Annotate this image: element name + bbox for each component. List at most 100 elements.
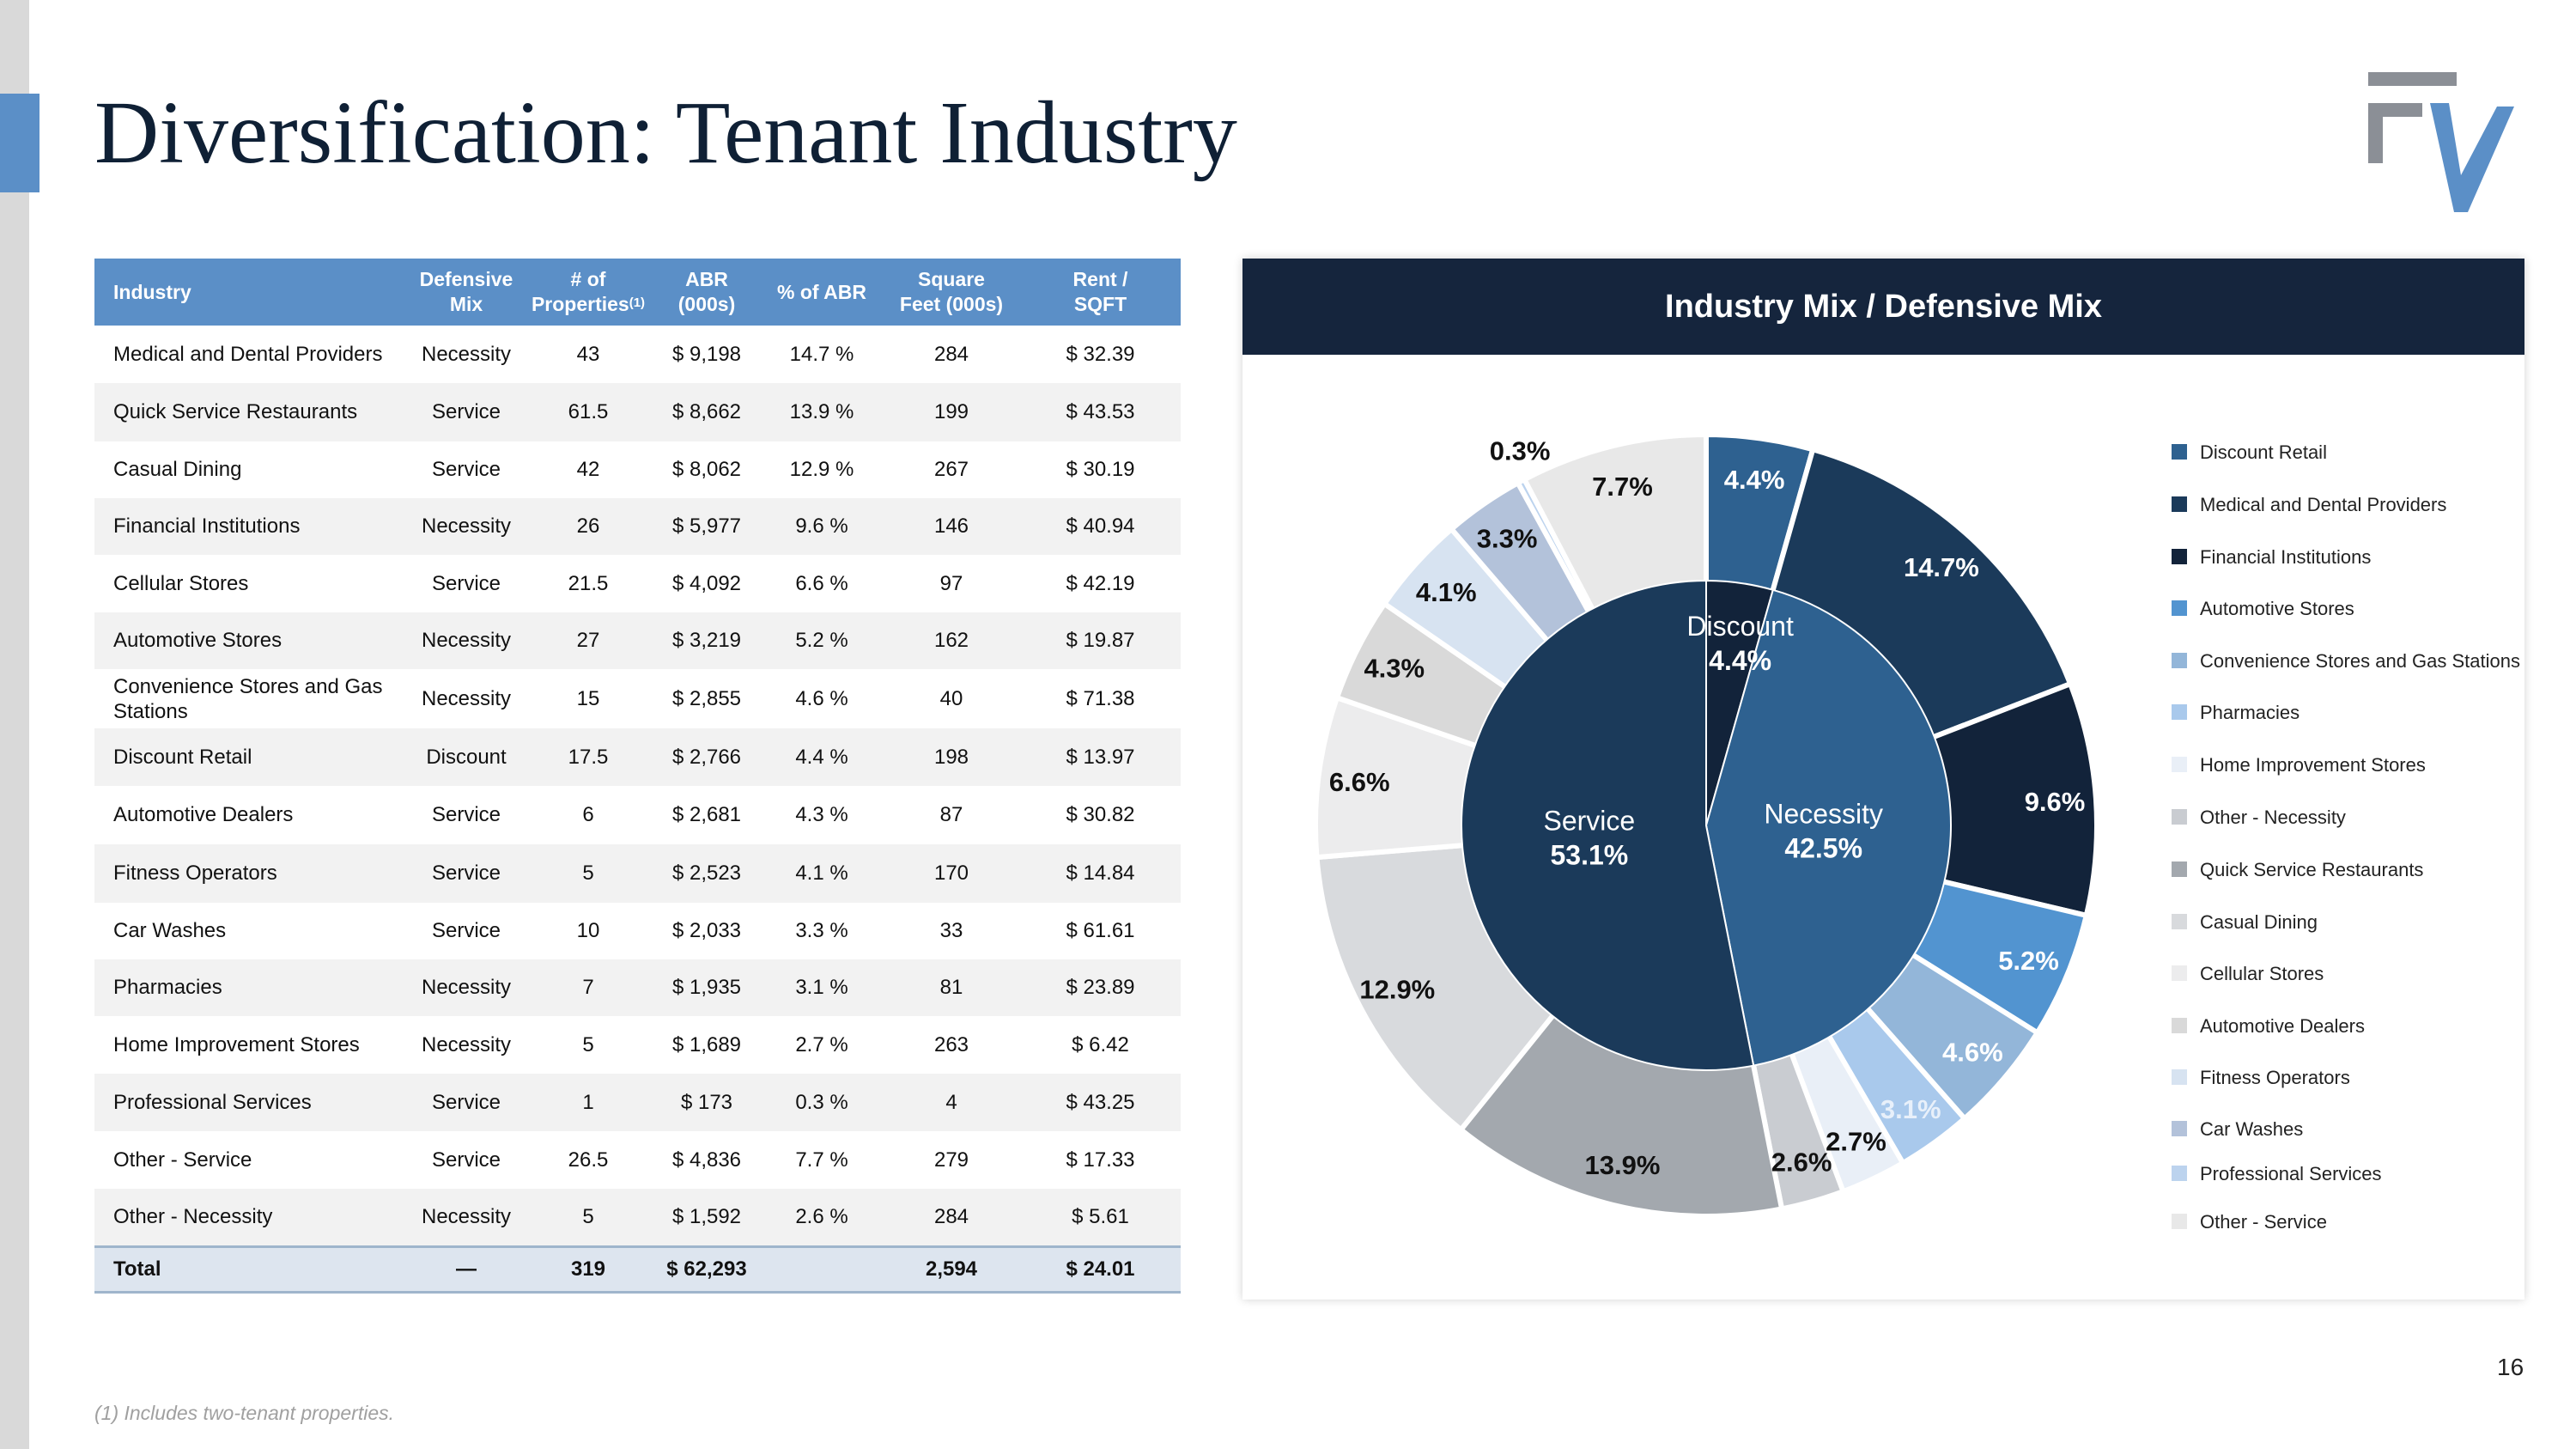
cell-rent: $ 30.82 [1066,803,1135,826]
legend-item: Fitness Operators [2172,1067,2350,1088]
legend-item: Other - Necessity [2172,807,2346,828]
legend-swatch [2172,549,2187,564]
legend-item: Pharmacies [2172,702,2300,723]
cell-abr: $ 2,681 [671,803,742,826]
legend-item: Casual Dining [2172,911,2318,933]
cell-rent: $ 43.53 [1020,383,1181,441]
cell-industry: Quick Service Restaurants [94,383,409,441]
cell-pct: 4.3 % [795,803,848,826]
cell-abr: $ 4,092 [671,571,742,595]
legend-label: Medical and Dental Providers [2200,494,2446,515]
cell-mix: Necessity [421,342,512,366]
cell-industry: Financial Institutions [94,498,409,555]
legend-swatch [2172,1069,2187,1085]
inner-label-name: Necessity [1764,799,1883,830]
cell-pct: 6.6 % [795,571,848,595]
cell-pct: 3.3 % [795,919,848,942]
cell-pct: 4.4 % [761,728,883,786]
legend-label: Car Washes [2200,1118,2303,1140]
table-row: Automotive Dealers Service 6 $ 2,681 4.3 % 87… [94,786,1181,844]
inner-label-value: 53.1% [1550,839,1628,870]
legend-swatch [2172,1018,2187,1033]
cell-industry: Discount Retail [94,728,409,786]
total-properties: 319 [524,1245,653,1294]
cell-props: 5 [524,844,653,903]
table-row: Quick Service Restaurants Service 61.5 $ 8,… [94,383,1181,441]
cell-abr: $ 4,836 [671,1148,742,1172]
table-row: Automotive Stores Necessity 27 $ 3,219 5.2 %… [94,612,1181,669]
legend-item: Quick Service Restaurants [2172,859,2423,880]
cell-abr: $ 1,689 [671,1032,742,1056]
inner-slice-necessity [1704,588,1952,1067]
cell-mix: Necessity [421,1032,512,1056]
total-abr: $ 62,293 [653,1245,761,1294]
cell-mix: Necessity [409,498,524,555]
col-mix-header: Defensive Mix [409,259,524,326]
cell-mix: Service [431,458,501,481]
legend-label: Pharmacies [2200,702,2300,723]
cell-industry: Automotive Stores [94,612,409,669]
col-abr-header: ABR (000s) [653,259,761,326]
cell-rent: $ 61.61 [1066,919,1135,942]
cell-pct: 5.2 % [761,612,883,669]
legend-label: Other - Necessity [2200,807,2346,828]
legend-item: Automotive Dealers [2172,1015,2365,1037]
outer-slice-label: 3.3% [1477,524,1538,554]
outer-slice-label: 4.3% [1364,653,1425,683]
cell-props: 1 [524,1074,653,1131]
cell-mix: Necessity [421,686,512,710]
company-logo [2368,72,2514,212]
legend-item: Discount Retail [2172,441,2327,463]
cell-pct: 4.1 % [761,844,883,903]
cell-sqft: 146 [883,498,1020,555]
cell-pct: 12.9 % [789,458,854,481]
table-row: Other - Necessity Necessity 5 $ 1,592 2.6 % 2… [94,1189,1181,1247]
cell-pct: 9.6 % [761,498,883,555]
cell-sqft: 87 [939,803,963,826]
legend-label: Fitness Operators [2200,1067,2350,1088]
table-row: Other - Service Service 26.5 $ 4,836 7.7 % 27… [94,1131,1181,1189]
page-number: 16 [2497,1354,2524,1380]
cell-rent: $ 5.61 [1020,1189,1181,1247]
cell-sqft: 33 [939,919,963,942]
col-industry-header: Industry [94,259,409,326]
table-row: Home Improvement Stores Necessity 5 $ 1,689… [94,1016,1181,1074]
chart-title: Industry Mix / Defensive Mix [1242,259,2524,355]
table-header-row: Industry Defensive Mix # of Properties(1) … [94,259,1181,326]
outer-slice-label: 7.7% [1592,472,1653,502]
cell-props: 7 [524,959,653,1016]
outer-slice-label: 12.9% [1359,974,1435,1004]
legend-swatch [2172,757,2187,772]
legend-label: Casual Dining [2200,911,2318,933]
legend-swatch [2172,914,2187,929]
cell-rent: $ 42.19 [1066,571,1135,595]
cell-abr: $ 5,977 [653,498,761,555]
legend-swatch [2172,809,2187,825]
cell-abr: $ 173 [653,1074,761,1131]
legend-item: Car Washes [2172,1118,2303,1140]
cell-abr: $ 2,855 [671,686,742,710]
outer-slice-label: 2.6% [1771,1148,1832,1178]
cell-sqft: 263 [933,1032,969,1056]
cell-props: 15 [576,686,600,710]
legend-label: Convenience Stores and Gas Stations [2200,650,2520,672]
legend-item: Other - Service [2172,1211,2327,1233]
cell-sqft: 267 [933,458,969,481]
cell-props: 26.5 [568,1148,609,1172]
legend-label: Other - Service [2200,1211,2327,1233]
cell-abr: $ 8,062 [671,458,742,481]
cell-sqft: 199 [883,383,1020,441]
footnote: (1) Includes two-tenant properties. [94,1402,395,1424]
cell-pct: 7.7 % [795,1148,848,1172]
col-rent-header: Rent / SQFT [1020,259,1181,326]
cell-props: 6 [582,803,594,826]
legend-swatch [2172,444,2187,460]
cell-abr: $ 9,198 [671,342,742,366]
total-label: Total [94,1245,409,1294]
left-edge-strip [0,0,29,1449]
outer-slice-label: 5.2% [1998,946,2059,976]
table-row: Medical and Dental Providers Necessity 43 $… [94,326,1181,383]
cell-industry: Automotive Dealers [113,803,294,826]
cell-abr: $ 2,766 [653,728,761,786]
